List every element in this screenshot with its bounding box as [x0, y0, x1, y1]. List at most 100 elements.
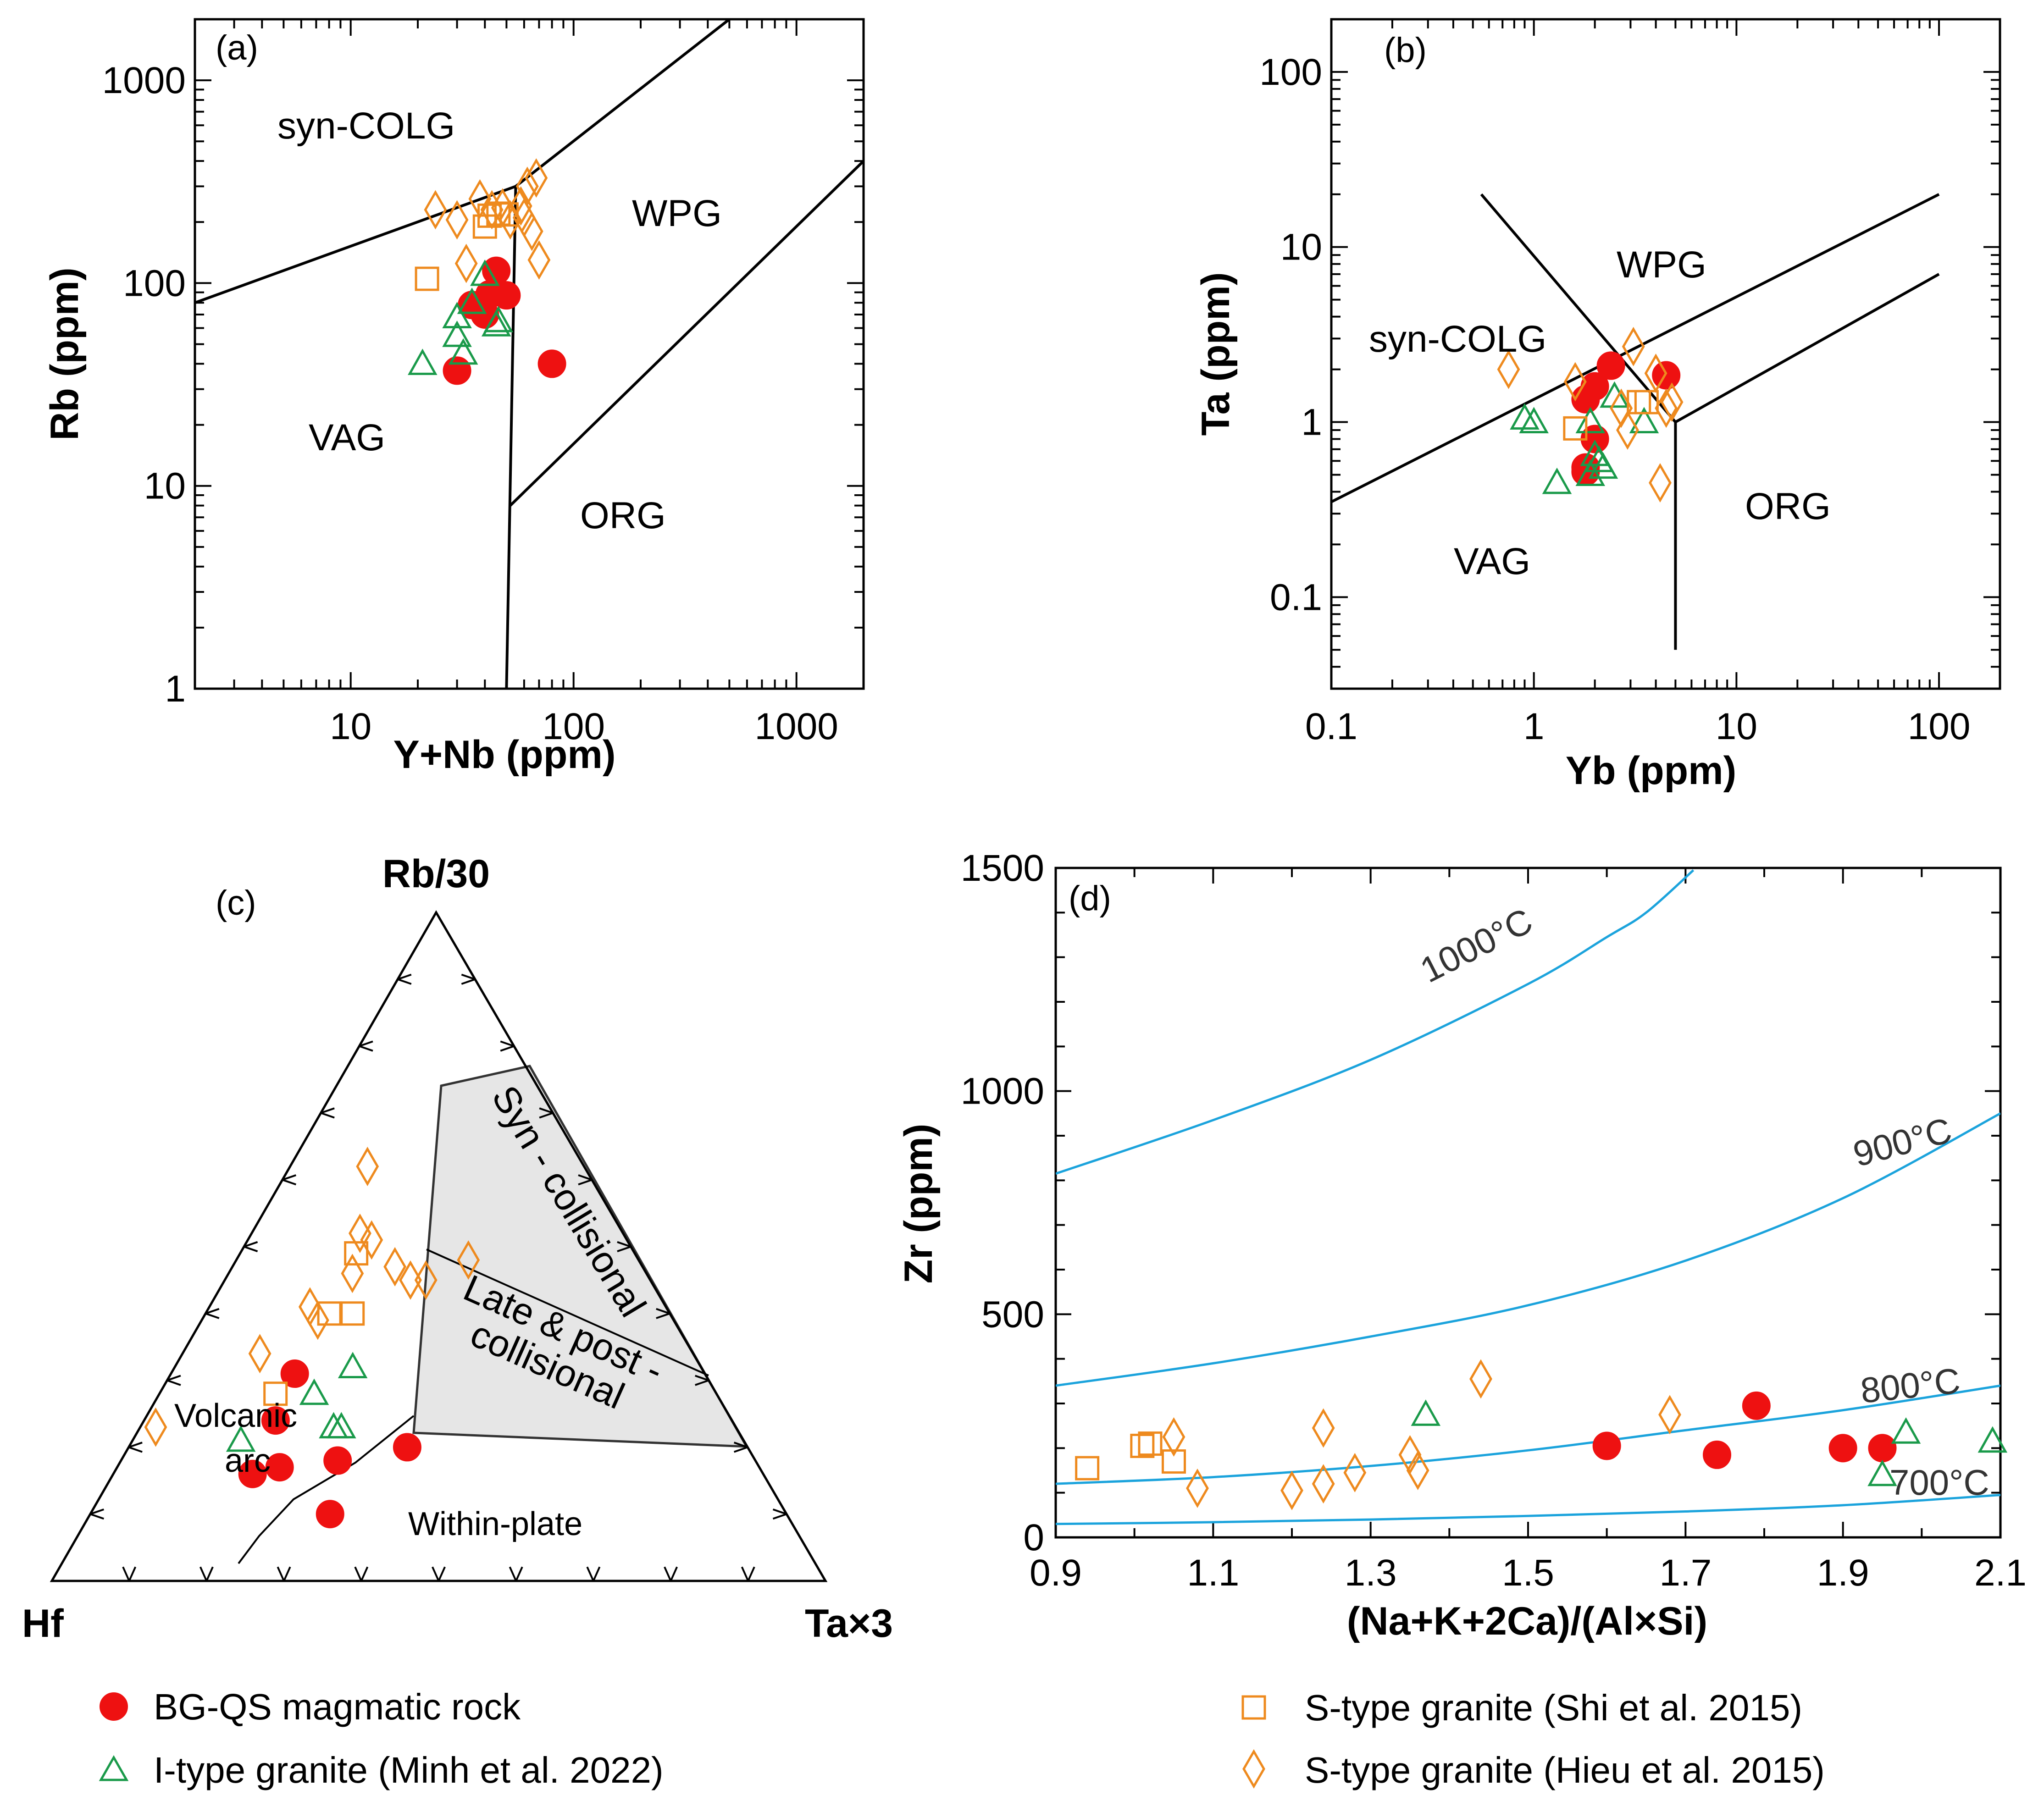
ternary-tick — [670, 1566, 678, 1581]
point-itype — [1600, 381, 1629, 408]
point-bgqs — [492, 281, 521, 310]
discrimination-boundary — [1674, 273, 1940, 424]
point-hieu — [1660, 382, 1684, 422]
isotherm-curve — [1056, 869, 1695, 1175]
point-hieu — [480, 190, 504, 230]
y-tick-label: 1 — [165, 668, 186, 710]
point-hieu — [424, 190, 447, 230]
ternary-tick — [354, 1566, 362, 1581]
ternary-tick — [283, 1566, 291, 1581]
y-tick-label: 100 — [1259, 51, 1322, 93]
point-hieu — [399, 1260, 422, 1300]
ternary-tick — [772, 1508, 787, 1515]
point-hieu — [1644, 354, 1667, 393]
point-hieu — [1469, 1359, 1492, 1399]
point-hieu — [349, 1213, 371, 1253]
ternary-tick — [199, 1566, 208, 1581]
point-hieu — [1649, 463, 1672, 503]
ternary-tick — [695, 1379, 709, 1386]
point-hieu — [1497, 349, 1520, 389]
region-syn-colg-b: syn-COLG — [1369, 318, 1546, 360]
points-c — [144, 1147, 480, 1529]
point-bgqs — [393, 1433, 421, 1462]
point-itype — [442, 302, 472, 329]
ternary-tick — [593, 1566, 601, 1581]
region-volcanic-line1: Volcanic — [174, 1398, 297, 1434]
point-hieu — [1658, 1395, 1681, 1435]
ternary-tick — [432, 1566, 440, 1581]
point-hieu — [1312, 1408, 1335, 1448]
point-hieu — [454, 243, 478, 283]
point-bgqs — [1580, 372, 1609, 401]
ternary-tick — [461, 978, 476, 985]
x-axis-title-d: (Na+K+2Ca)/(Al×Si) — [1347, 1599, 1707, 1643]
point-itype — [327, 1412, 356, 1439]
ternary-tick — [359, 1040, 373, 1047]
point-bgqs — [1868, 1434, 1897, 1463]
point-itype — [483, 306, 514, 332]
ternary-tick — [515, 1566, 523, 1581]
ternary-tick — [461, 973, 476, 980]
apex-left-label: Hf — [22, 1602, 64, 1646]
point-hieu — [1622, 326, 1645, 366]
ternary-tick — [320, 1112, 335, 1119]
isotherm-label-1000: 1000°C — [1414, 900, 1539, 990]
ternary-tick — [741, 1566, 749, 1581]
point-hieu — [468, 179, 492, 219]
point-hieu — [144, 1407, 167, 1447]
ternary-tick — [244, 1246, 258, 1253]
region-within-plate: Within-plate — [408, 1506, 582, 1542]
isotherm-label-800: 800°C — [1859, 1360, 1962, 1411]
y-tick-label: 100 — [123, 262, 186, 304]
point-hieu — [356, 1147, 379, 1187]
point-bgqs — [1828, 1434, 1857, 1463]
ternary-tick — [282, 1179, 297, 1186]
point-hieu — [512, 198, 536, 238]
point-hieu — [306, 1300, 329, 1340]
point-hieu — [509, 186, 532, 226]
point-itype — [1542, 467, 1572, 494]
point-itype — [1867, 1459, 1897, 1486]
point-shi — [1162, 1449, 1186, 1474]
point-shi — [1138, 1431, 1163, 1456]
x-tick-label: 1000 — [754, 706, 838, 747]
x-tick-label: 1.9 — [1817, 1552, 1869, 1594]
point-itype — [1510, 403, 1540, 430]
legend-label-shi: S-type granite (Shi et al. 2015) — [1305, 1687, 1802, 1728]
point-hieu — [1280, 1470, 1303, 1510]
x-tick-label: 0.9 — [1030, 1552, 1082, 1594]
boundaries-a — [195, 19, 864, 689]
region-volcanic-line2: arc — [225, 1442, 271, 1479]
legend-marker-hieu — [1242, 1749, 1265, 1789]
x-tick-label: 2.1 — [1974, 1552, 2027, 1594]
point-hieu — [360, 1220, 383, 1260]
y-axis-title-b: Ta (ppm) — [1194, 272, 1238, 436]
ternary-tick — [205, 1308, 220, 1315]
ternary-tick — [509, 1566, 517, 1581]
apex-right-label: Ta×3 — [805, 1602, 893, 1646]
x-tick-label: 1 — [1523, 706, 1545, 747]
isotherm-label-900: 900°C — [1849, 1110, 1956, 1174]
point-itype — [1575, 407, 1606, 434]
point-itype — [1629, 407, 1659, 434]
y-tick-label: 10 — [1280, 227, 1322, 268]
y-tick-label: 1500 — [961, 847, 1044, 889]
ternary-tick — [320, 1107, 335, 1114]
ternary-tick — [617, 1241, 631, 1248]
isotherm-label-700: 700°C — [1889, 1462, 1989, 1503]
point-itype — [1891, 1417, 1921, 1444]
ternary-tick — [656, 1308, 670, 1315]
y-tick-label: 0 — [1023, 1517, 1044, 1558]
ternary-tick — [360, 1566, 369, 1581]
ternary-tick — [578, 1174, 593, 1181]
point-itype — [457, 287, 487, 314]
point-bgqs — [280, 1359, 309, 1388]
point-itype — [1575, 459, 1606, 486]
ternary-tick — [90, 1508, 105, 1515]
ternary-tick — [397, 978, 412, 985]
point-shi — [415, 266, 439, 291]
ternary-tick — [166, 1379, 181, 1386]
point-bgqs — [443, 356, 471, 385]
